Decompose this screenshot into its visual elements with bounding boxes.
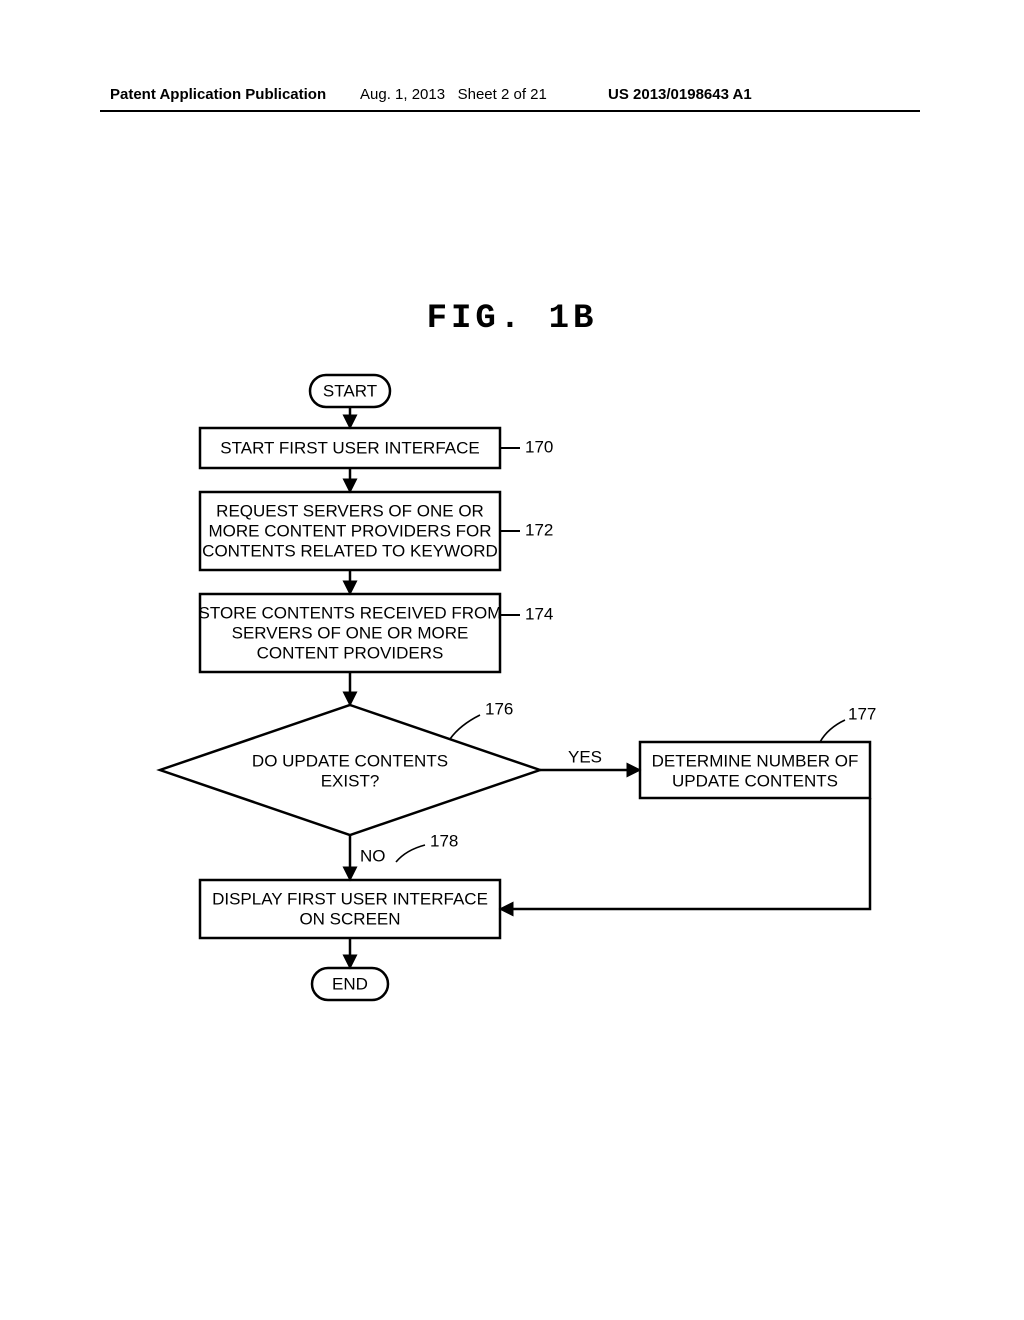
figure-title: FIG. 1B	[0, 300, 1024, 338]
node-172-line3: CONTENTS RELATED TO KEYWORD	[202, 541, 498, 560]
header-rule	[100, 110, 920, 112]
node-end-label: END	[332, 974, 368, 993]
node-174-line1: STORE CONTENTS RECEIVED FROM	[199, 603, 502, 622]
ref-174: 174	[525, 604, 553, 623]
node-172: REQUEST SERVERS OF ONE OR MORE CONTENT P…	[200, 492, 553, 570]
node-174: STORE CONTENTS RECEIVED FROM SERVERS OF …	[199, 594, 554, 672]
node-start-label: START	[323, 381, 377, 400]
ref-177: 177	[848, 704, 876, 723]
node-170: START FIRST USER INTERFACE 170	[200, 428, 553, 468]
node-178-line1: DISPLAY FIRST USER INTERFACE	[212, 889, 488, 908]
flowchart: START START FIRST USER INTERFACE 170 REQ…	[100, 370, 920, 1090]
ref-170: 170	[525, 437, 553, 456]
node-178-line2: ON SCREEN	[299, 909, 400, 928]
node-end: END	[312, 968, 388, 1000]
ref-178: 178	[430, 831, 458, 850]
page-header: Patent Application Publication Aug. 1, 2…	[0, 86, 1024, 110]
patent-page: Patent Application Publication Aug. 1, 2…	[0, 0, 1024, 1320]
node-176-line2: EXIST?	[321, 771, 380, 790]
header-pub-type: Patent Application Publication	[110, 86, 326, 103]
node-176-line1: DO UPDATE CONTENTS	[252, 751, 448, 770]
edge-177-178	[500, 798, 870, 909]
node-176: DO UPDATE CONTENTS EXIST? 176	[160, 699, 540, 835]
node-177-line2: UPDATE CONTENTS	[672, 771, 838, 790]
header-date-sheet: Aug. 1, 2013 Sheet 2 of 21	[360, 86, 547, 103]
node-177: DETERMINE NUMBER OF UPDATE CONTENTS 177	[640, 704, 876, 798]
node-172-line2: MORE CONTENT PROVIDERS FOR	[208, 521, 491, 540]
node-170-label: START FIRST USER INTERFACE	[220, 438, 479, 457]
ref-172: 172	[525, 520, 553, 539]
node-172-line1: REQUEST SERVERS OF ONE OR	[216, 501, 484, 520]
branch-no: NO	[360, 846, 386, 865]
header-date: Aug. 1, 2013	[360, 86, 445, 103]
node-174-line2: SERVERS OF ONE OR MORE	[232, 623, 469, 642]
ref-176: 176	[485, 699, 513, 718]
node-178: DISPLAY FIRST USER INTERFACE ON SCREEN	[200, 880, 500, 938]
node-177-line1: DETERMINE NUMBER OF	[652, 751, 859, 770]
node-174-line3: CONTENT PROVIDERS	[257, 643, 444, 662]
branch-yes: YES	[568, 747, 602, 766]
header-sheet: Sheet 2 of 21	[458, 86, 547, 103]
header-pub-number: US 2013/0198643 A1	[608, 86, 752, 103]
node-start: START	[310, 375, 390, 407]
